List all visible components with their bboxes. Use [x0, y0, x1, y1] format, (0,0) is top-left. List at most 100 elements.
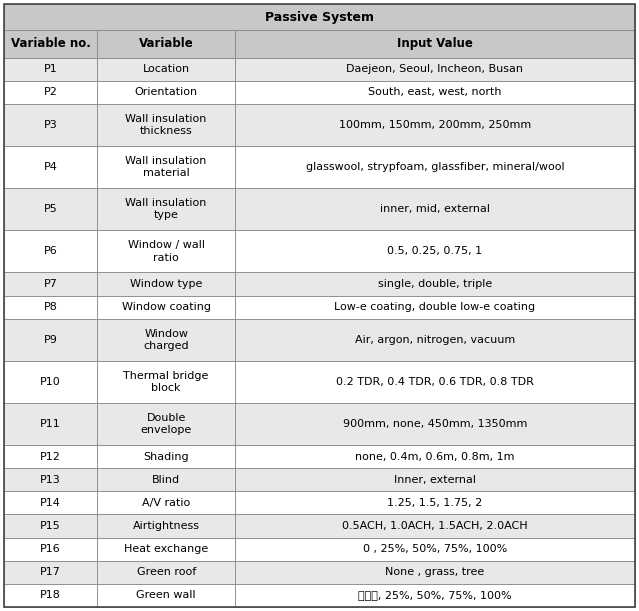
Text: P3: P3 — [44, 120, 58, 130]
Bar — [4, 514, 97, 538]
Bar — [4, 273, 97, 296]
Bar — [97, 445, 235, 468]
Text: Air, argon, nitrogen, vacuum: Air, argon, nitrogen, vacuum — [355, 335, 515, 345]
Bar — [4, 81, 97, 104]
Bar — [4, 4, 635, 31]
Bar — [235, 188, 635, 230]
Bar — [235, 57, 635, 81]
Text: P13: P13 — [40, 475, 61, 485]
Text: Shading: Shading — [143, 452, 189, 461]
Text: 1.25, 1.5, 1.75, 2: 1.25, 1.5, 1.75, 2 — [387, 498, 482, 508]
Text: 무녹화, 25%, 50%, 75%, 100%: 무녹화, 25%, 50%, 75%, 100% — [358, 590, 512, 601]
Text: P4: P4 — [43, 162, 58, 172]
Text: Window
charged: Window charged — [143, 329, 189, 351]
Text: P6: P6 — [44, 246, 58, 256]
Bar — [235, 468, 635, 491]
Text: Green wall: Green wall — [136, 590, 196, 601]
Bar — [97, 403, 235, 445]
Text: P12: P12 — [40, 452, 61, 461]
Bar — [97, 491, 235, 514]
Bar — [97, 360, 235, 403]
Text: Variable no.: Variable no. — [11, 37, 91, 51]
Text: Passive System: Passive System — [265, 10, 374, 24]
Text: Window type: Window type — [130, 279, 203, 289]
Text: P10: P10 — [40, 377, 61, 387]
Text: P5: P5 — [44, 204, 58, 214]
Bar — [97, 57, 235, 81]
Text: glasswool, strypfoam, glassfiber, mineral/wool: glasswool, strypfoam, glassfiber, minera… — [305, 162, 564, 172]
Text: 900mm, none, 450mm, 1350mm: 900mm, none, 450mm, 1350mm — [343, 419, 527, 429]
Text: Wall insulation
thickness: Wall insulation thickness — [125, 114, 207, 136]
Bar — [235, 230, 635, 273]
Bar — [97, 561, 235, 584]
Bar — [97, 230, 235, 273]
Bar — [4, 188, 97, 230]
Bar — [4, 146, 97, 188]
Text: Low-e coating, double low-e coating: Low-e coating, double low-e coating — [334, 302, 535, 312]
Bar — [4, 230, 97, 273]
Text: P17: P17 — [40, 567, 61, 577]
Bar — [4, 319, 97, 360]
Bar — [97, 81, 235, 104]
Bar — [97, 188, 235, 230]
Text: Daejeon, Seoul, Incheon, Busan: Daejeon, Seoul, Incheon, Busan — [346, 64, 523, 75]
Text: Green roof: Green roof — [137, 567, 196, 577]
Text: Blind: Blind — [152, 475, 180, 485]
Bar — [4, 445, 97, 468]
Text: 0.5ACH, 1.0ACH, 1.5ACH, 2.0ACH: 0.5ACH, 1.0ACH, 1.5ACH, 2.0ACH — [342, 521, 528, 531]
Text: A/V ratio: A/V ratio — [142, 498, 190, 508]
Bar — [4, 31, 97, 57]
Text: 0.2 TDR, 0.4 TDR, 0.6 TDR, 0.8 TDR: 0.2 TDR, 0.4 TDR, 0.6 TDR, 0.8 TDR — [336, 377, 534, 387]
Bar — [97, 273, 235, 296]
Bar — [4, 104, 97, 146]
Text: P14: P14 — [40, 498, 61, 508]
Text: Thermal bridge
block: Thermal bridge block — [123, 371, 209, 393]
Text: Wall insulation
type: Wall insulation type — [125, 198, 207, 221]
Text: P16: P16 — [40, 544, 61, 554]
Bar — [97, 468, 235, 491]
Text: Inner, external: Inner, external — [394, 475, 476, 485]
Bar — [235, 81, 635, 104]
Bar — [97, 538, 235, 561]
Text: P1: P1 — [44, 64, 58, 75]
Bar — [4, 584, 97, 607]
Bar — [235, 360, 635, 403]
Text: Wall insulation
material: Wall insulation material — [125, 156, 207, 178]
Bar — [97, 584, 235, 607]
Text: single, double, triple: single, double, triple — [378, 279, 492, 289]
Text: Orientation: Orientation — [135, 87, 197, 97]
Text: inner, mid, external: inner, mid, external — [380, 204, 490, 214]
Text: Double
envelope: Double envelope — [141, 412, 192, 435]
Bar — [97, 514, 235, 538]
Bar — [235, 403, 635, 445]
Bar — [235, 538, 635, 561]
Text: None , grass, tree: None , grass, tree — [385, 567, 484, 577]
Text: P9: P9 — [43, 335, 58, 345]
Bar — [97, 319, 235, 360]
Bar — [97, 31, 235, 57]
Text: P7: P7 — [43, 279, 58, 289]
Text: Airtightness: Airtightness — [133, 521, 199, 531]
Bar — [235, 296, 635, 319]
Bar — [235, 146, 635, 188]
Text: Heat exchange: Heat exchange — [124, 544, 208, 554]
Text: 0.5, 0.25, 0.75, 1: 0.5, 0.25, 0.75, 1 — [387, 246, 482, 256]
Text: P2: P2 — [43, 87, 58, 97]
Bar — [97, 146, 235, 188]
Bar — [235, 319, 635, 360]
Bar — [4, 403, 97, 445]
Text: 100mm, 150mm, 200mm, 250mm: 100mm, 150mm, 200mm, 250mm — [339, 120, 531, 130]
Text: none, 0.4m, 0.6m, 0.8m, 1m: none, 0.4m, 0.6m, 0.8m, 1m — [355, 452, 515, 461]
Bar — [235, 561, 635, 584]
Text: Location: Location — [142, 64, 190, 75]
Bar — [235, 31, 635, 57]
Text: Window coating: Window coating — [121, 302, 211, 312]
Bar — [4, 57, 97, 81]
Text: P15: P15 — [40, 521, 61, 531]
Bar — [4, 538, 97, 561]
Bar — [4, 491, 97, 514]
Text: Input Value: Input Value — [397, 37, 473, 51]
Bar — [235, 273, 635, 296]
Text: P11: P11 — [40, 419, 61, 429]
Text: Window / wall
ratio: Window / wall ratio — [128, 240, 204, 263]
